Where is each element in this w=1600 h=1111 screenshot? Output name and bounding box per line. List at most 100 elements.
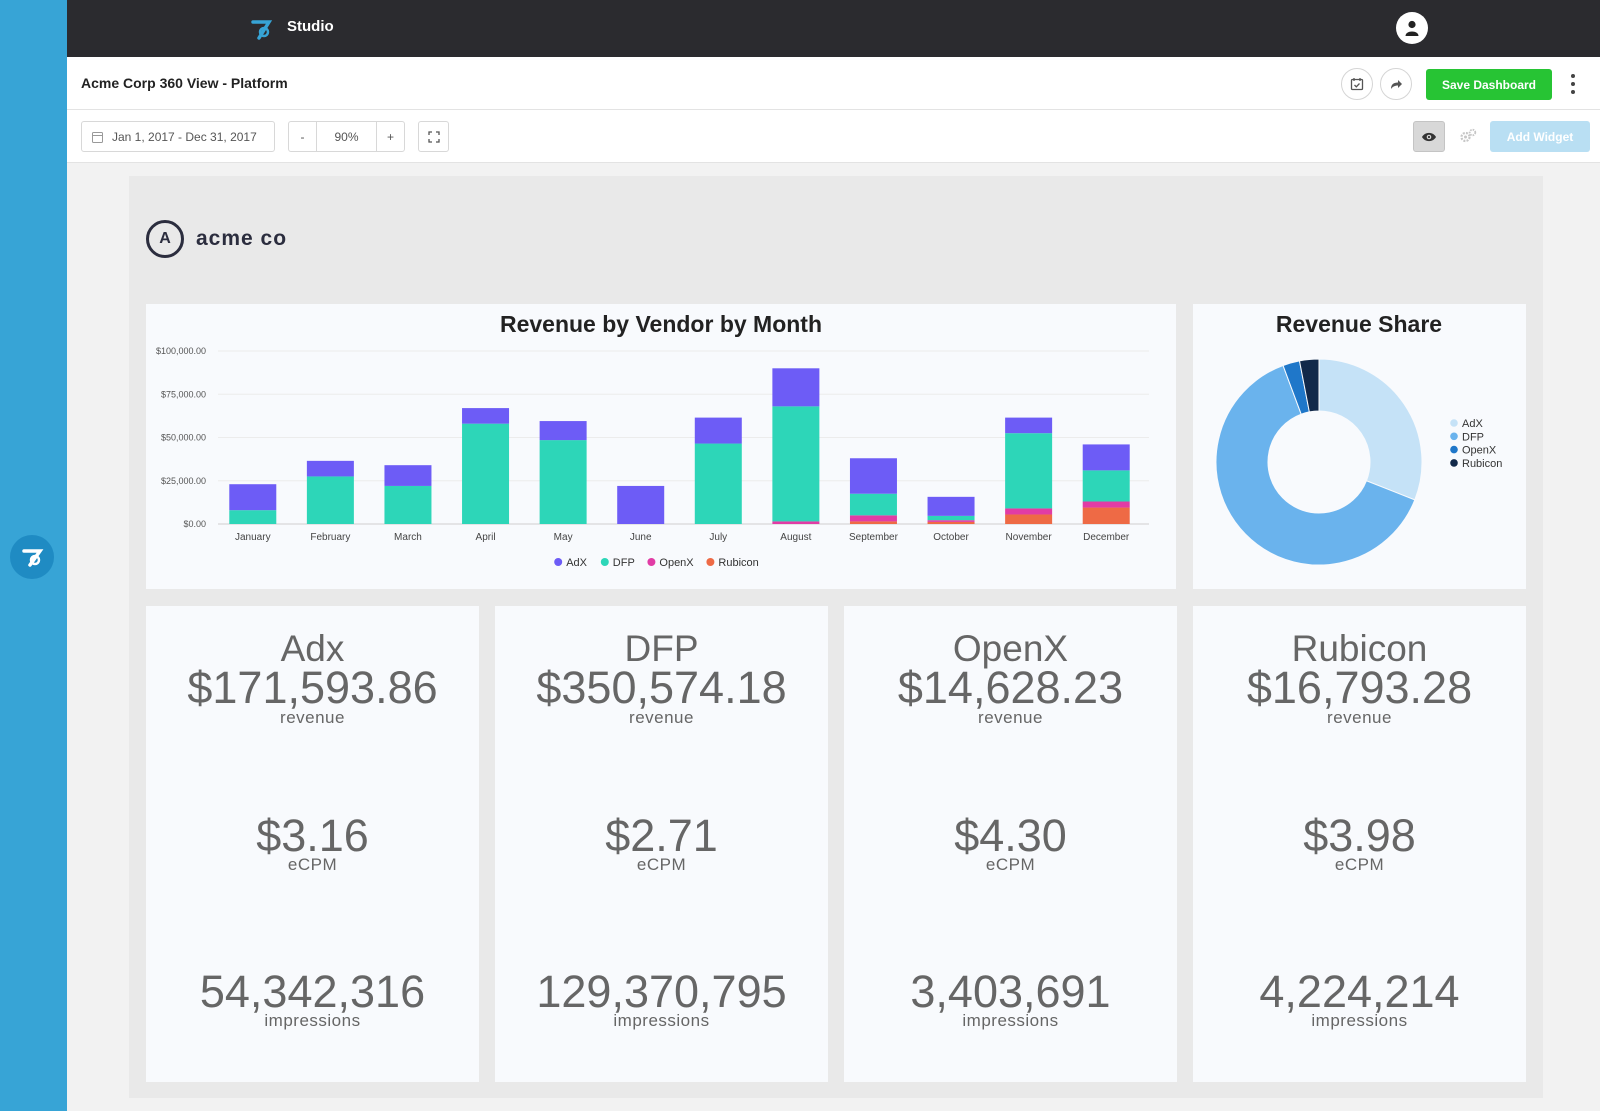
- bar-dfp-september[interactable]: [849, 493, 897, 516]
- bar-dfp-march[interactable]: [384, 485, 432, 524]
- bar-dfp-november[interactable]: [1005, 433, 1053, 509]
- app-name[interactable]: Studio: [287, 18, 334, 35]
- acme-logo: A acme co: [146, 220, 287, 258]
- fullscreen-icon: [427, 130, 440, 143]
- revenue-share-widget[interactable]: Revenue Share AdX DFP OpenX Rubicon: [1193, 304, 1526, 589]
- bar-rubicon-october[interactable]: [927, 521, 975, 524]
- left-rail: [0, 0, 67, 1111]
- share-button[interactable]: [1380, 68, 1412, 100]
- bar-adx-october[interactable]: [927, 496, 975, 516]
- bar-rubicon-november[interactable]: [1005, 514, 1053, 524]
- vendor-name: Rubicon: [1291, 628, 1428, 669]
- bar-dfp-october[interactable]: [927, 515, 975, 521]
- chart-title: Revenue by Vendor by Month: [500, 311, 822, 337]
- zoom-in-button[interactable]: +: [386, 129, 394, 144]
- eye-icon: [1422, 132, 1436, 141]
- x-tick-label: June: [630, 532, 652, 543]
- bar-openx-december[interactable]: [1082, 501, 1130, 508]
- legend-item-rubicon[interactable]: Rubicon: [706, 557, 759, 569]
- bar-rubicon-september[interactable]: [849, 521, 897, 524]
- ecpm-value: $2.71: [605, 810, 718, 861]
- schedule-button[interactable]: [1341, 68, 1373, 100]
- svg-text:AdX: AdX: [566, 557, 587, 569]
- bar-dfp-august[interactable]: [772, 406, 820, 522]
- y-tick-label: $100,000.00: [156, 346, 206, 356]
- x-tick-label: March: [394, 532, 422, 543]
- bar-adx-november[interactable]: [1005, 417, 1053, 434]
- x-tick-label: April: [476, 532, 496, 543]
- impressions-value: 3,403,691: [910, 966, 1111, 1017]
- vendor-card-rubicon[interactable]: Rubicon $16,793.28 revenue $3.98 eCPM 4,…: [1193, 606, 1526, 1082]
- vendor-name: OpenX: [952, 628, 1069, 669]
- bar-adx-august[interactable]: [772, 368, 820, 407]
- legend-item-openx[interactable]: OpenX: [1450, 445, 1497, 457]
- bar-openx-november[interactable]: [1005, 508, 1053, 515]
- slice-dfp[interactable]: [1215, 364, 1416, 566]
- ecpm-value: $3.98: [1303, 810, 1416, 861]
- svg-text:Rubicon: Rubicon: [718, 557, 758, 569]
- bar-adx-april[interactable]: [462, 408, 510, 424]
- user-icon[interactable]: [1396, 12, 1428, 44]
- bar-openx-september[interactable]: [849, 515, 897, 522]
- bar-openx-october[interactable]: [927, 520, 975, 522]
- dashboard-header: Acme Corp 360 View - Platform Save Dashb…: [67, 57, 1600, 110]
- revenue-by-vendor-widget[interactable]: Revenue by Vendor by Month $0.00 $25,000.…: [146, 304, 1176, 589]
- legend-item-dfp[interactable]: DFP: [600, 557, 635, 569]
- ecpm-value: $4.30: [954, 810, 1067, 861]
- legend-item-openx[interactable]: OpenX: [647, 557, 694, 569]
- x-tick-label: February: [310, 532, 350, 543]
- bar-adx-january[interactable]: [229, 484, 277, 511]
- legend-item-dfp[interactable]: DFP: [1450, 431, 1484, 443]
- studio-logo-icon[interactable]: [10, 535, 54, 579]
- bar-adx-may[interactable]: [539, 421, 587, 441]
- bar-adx-september[interactable]: [849, 458, 897, 494]
- fullscreen-button[interactable]: [418, 121, 449, 152]
- bar-dfp-july[interactable]: [694, 443, 742, 524]
- studio-logo-icon[interactable]: [249, 17, 273, 41]
- bar-dfp-december[interactable]: [1082, 470, 1130, 502]
- svg-text:OpenX: OpenX: [659, 557, 694, 569]
- x-tick-label: September: [849, 532, 899, 543]
- bar-adx-july[interactable]: [694, 417, 742, 444]
- bar-adx-march[interactable]: [384, 465, 432, 486]
- bar-adx-december[interactable]: [1082, 444, 1130, 471]
- zoom-out-button[interactable]: -: [300, 129, 305, 144]
- ecpm-value: $3.16: [256, 810, 369, 861]
- bar-adx-february[interactable]: [306, 460, 354, 477]
- more-vertical-icon[interactable]: [1567, 71, 1579, 97]
- legend-item-adx[interactable]: AdX: [554, 557, 588, 569]
- revenue-value: $171,593.86: [187, 662, 438, 713]
- add-widget-button[interactable]: Add Widget: [1490, 121, 1590, 152]
- preview-button[interactable]: [1413, 121, 1445, 152]
- date-range-picker[interactable]: Jan 1, 2017 - Dec 31, 2017: [81, 121, 275, 152]
- bar-dfp-april[interactable]: [462, 423, 510, 524]
- vendor-card-openx[interactable]: OpenX $14,628.23 revenue $4.30 eCPM 3,40…: [844, 606, 1177, 1082]
- svg-text:DFP: DFP: [1462, 431, 1484, 443]
- bar-dfp-may[interactable]: [539, 440, 587, 524]
- vendor-card-dfp[interactable]: DFP $350,574.18 revenue $2.71 eCPM 129,3…: [495, 606, 828, 1082]
- impressions-value: 129,370,795: [536, 966, 787, 1017]
- bar-adx-june[interactable]: [617, 485, 665, 524]
- vendor-name: DFP: [624, 628, 699, 669]
- slice-rubicon[interactable]: [1298, 358, 1320, 413]
- x-tick-label: August: [780, 532, 811, 543]
- x-tick-label: July: [709, 532, 727, 543]
- date-range-label: Jan 1, 2017 - Dec 31, 2017: [112, 129, 257, 144]
- bar-rubicon-december[interactable]: [1082, 507, 1130, 524]
- bar-openx-august[interactable]: [772, 521, 820, 524]
- share-icon: [1391, 80, 1402, 89]
- revenue-by-vendor-chart: Revenue by Vendor by Month $0.00 $25,000.…: [156, 311, 1149, 569]
- settings-button[interactable]: [1457, 124, 1479, 148]
- save-dashboard-button[interactable]: Save Dashboard: [1426, 69, 1552, 100]
- ecpm-label: eCPM: [1334, 855, 1385, 874]
- dashboard-canvas: A acme co Revenue by Vendor by Month $0.…: [129, 176, 1543, 1098]
- legend-item-adx[interactable]: AdX: [1450, 418, 1483, 430]
- vendor-card-adx[interactable]: Adx $171,593.86 revenue $3.16 eCPM 54,34…: [146, 606, 479, 1082]
- slice-adx[interactable]: [1318, 358, 1423, 501]
- bar-dfp-february[interactable]: [306, 476, 354, 524]
- legend-item-rubicon[interactable]: Rubicon: [1450, 458, 1502, 470]
- svg-text:DFP: DFP: [613, 557, 635, 569]
- bar-dfp-january[interactable]: [229, 510, 277, 524]
- ecpm-label: eCPM: [985, 855, 1036, 874]
